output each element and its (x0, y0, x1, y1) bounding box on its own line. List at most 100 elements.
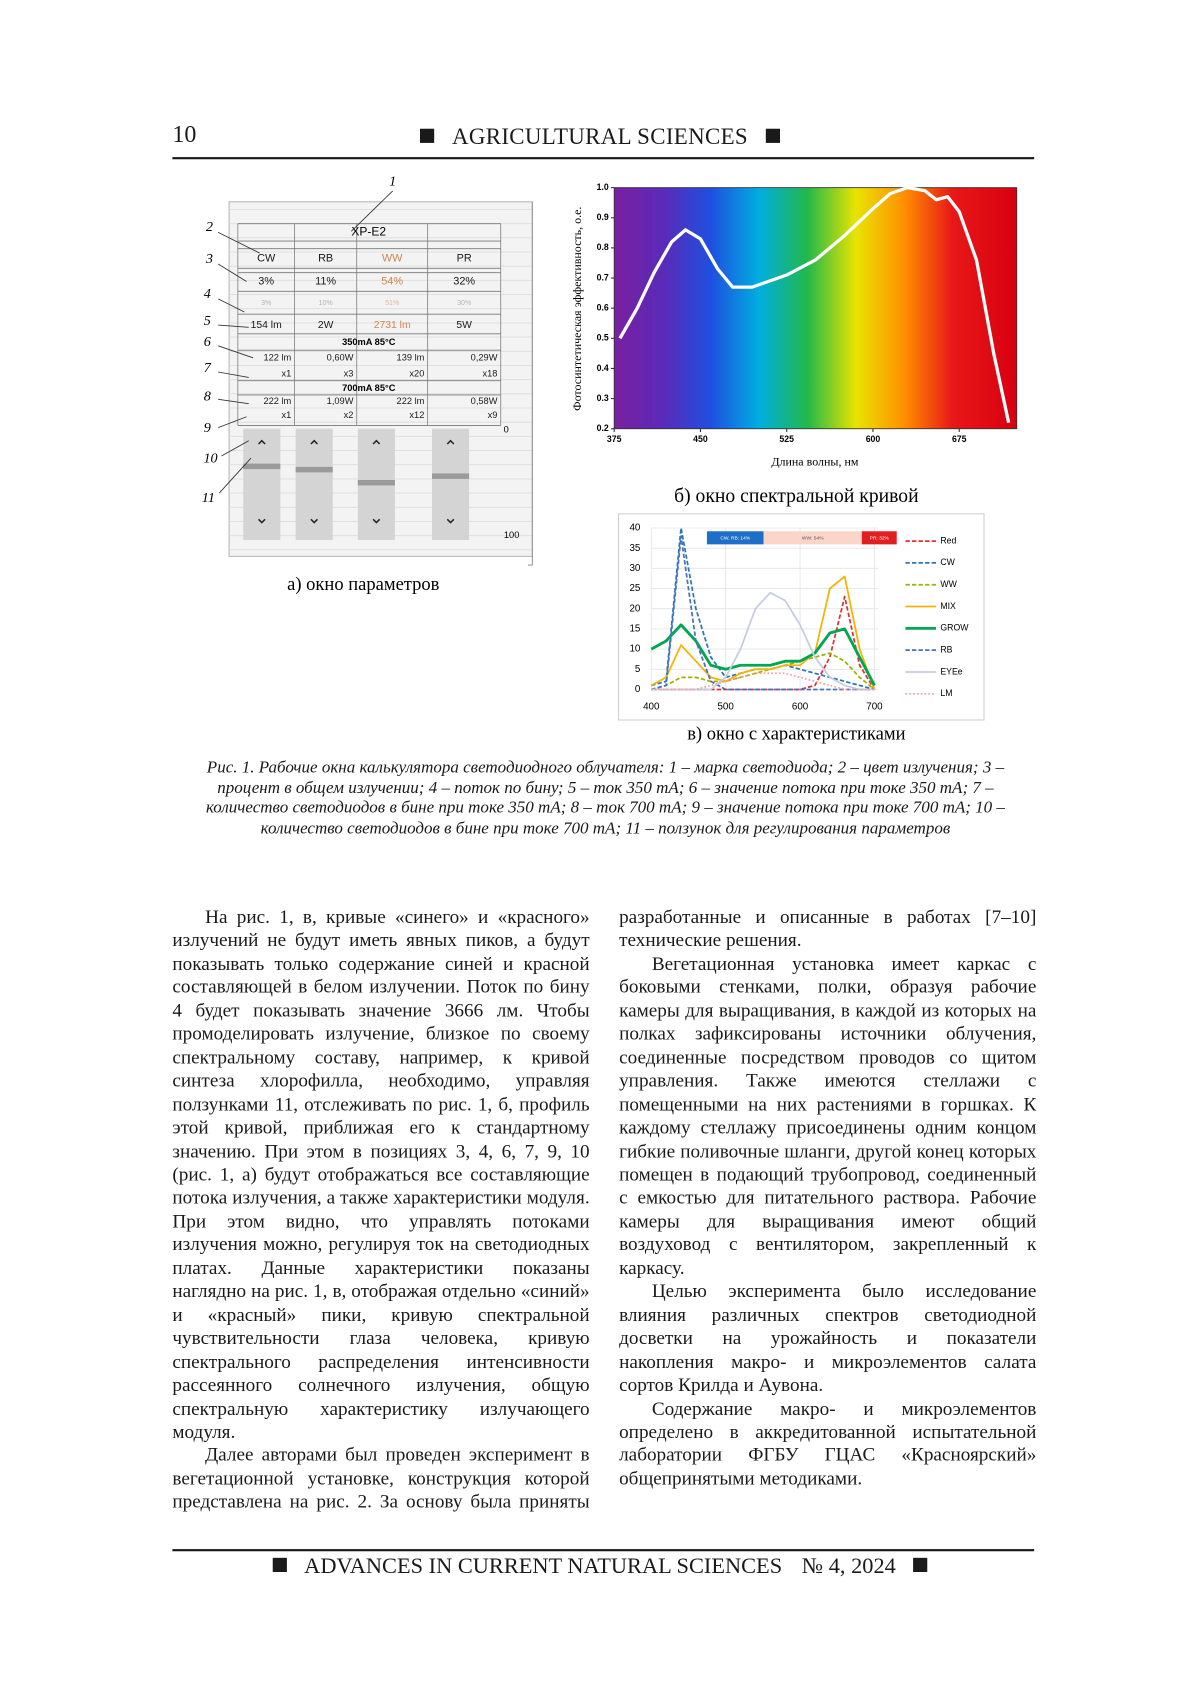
y-tick-label: 25 (629, 583, 640, 594)
x-tick-label: 450 (693, 434, 708, 444)
journal-name: ADVANCES IN CURRENT NATURAL SCIENCES (304, 1555, 782, 1579)
y-tick-label: 0.2 (597, 423, 609, 433)
callout-number: 4 (204, 286, 211, 302)
slider-handle (296, 467, 333, 472)
cell-percent: 3% (258, 275, 274, 287)
cell-flux-700: 0,58W (471, 396, 498, 406)
legend-label: CW (940, 557, 955, 567)
cell-flux-bin: 51% (385, 299, 400, 307)
y-axis-label: Фотосинтетическая эффективность, о.е. (570, 207, 584, 411)
cell-ratings: 5W (456, 320, 472, 331)
y-tick-label: 35 (629, 543, 640, 554)
cell-colors: CW (257, 252, 276, 264)
paragraph: Содержание макро- и микроэлементов опред… (619, 1397, 1036, 1491)
current-mode: 700mA 85°C (342, 383, 396, 393)
y-tick-label: 0.4 (597, 363, 609, 373)
figure: XP-E2CWRBWWPR3%11%54%32%3%10%51%30%154 l… (0, 0, 1200, 764)
y-tick-label: 1.0 (597, 182, 609, 192)
paragraph: Вегетационная установка имеет каркас с б… (619, 952, 1036, 1280)
y-tick-label: 20 (629, 603, 640, 614)
panel-caption: б) окно спектральной кривой (674, 486, 919, 507)
running-footer: ADVANCES IN CURRENT NATURAL SCIENCES № 4,… (0, 1555, 1200, 1580)
y-tick-label: 0.7 (597, 272, 609, 282)
callout-number: 8 (204, 388, 211, 404)
x-tick-label: 525 (779, 434, 794, 444)
callout-number: 5 (204, 313, 211, 329)
square-icon (273, 1558, 287, 1572)
slider-min: 0 (504, 424, 509, 434)
legend-label: LM (940, 688, 952, 698)
callout-number: 6 (204, 334, 212, 350)
panel-caption: а) окно параметров (287, 574, 440, 595)
y-tick-label: 0.5 (597, 333, 609, 343)
x-tick-label: 675 (952, 434, 967, 444)
cell-colors: RB (318, 252, 333, 264)
cell-ratings: 154 lm (251, 320, 282, 331)
cell-flux-bin: 10% (319, 299, 334, 307)
cell-flux-350: 0,60W (327, 352, 354, 362)
callout-number: 3 (205, 251, 213, 267)
slider-handle (243, 464, 280, 469)
paragraph: На рис. 1, в, кривые «синего» и «красног… (172, 905, 589, 1443)
cell-flux-700: 1,09W (327, 396, 354, 406)
legend-label: WW (940, 579, 957, 589)
cell-count-700: x1 (281, 410, 291, 420)
callout-number: 9 (204, 420, 211, 436)
figure-caption: Рис. 1. Рабочие окна калькулятора светод… (191, 758, 1020, 839)
x-tick-label: 600 (792, 702, 809, 713)
body-text: На рис. 1, в, кривые «синего» и «красног… (172, 905, 1036, 1549)
cell-count-700: x9 (488, 410, 498, 420)
legend-label: GROW (940, 623, 969, 633)
x-tick-label: 500 (717, 702, 734, 713)
cell-count-350: x3 (344, 369, 354, 379)
y-tick-label: 0.9 (597, 212, 609, 222)
cell-flux-bin: 30% (457, 299, 472, 307)
legend-label: RB (940, 644, 952, 654)
slider-handle (358, 480, 395, 485)
callout-number: 1 (389, 173, 396, 189)
cell-colors: PR (457, 252, 472, 264)
callout-number: 7 (204, 360, 212, 376)
cell-flux-bin: 3% (261, 299, 272, 307)
callout-number: 2 (206, 219, 213, 235)
current-mode: 350mA 85°C (342, 337, 396, 347)
cell-count-350: x1 (281, 369, 291, 379)
x-tick-label: 600 (866, 434, 881, 444)
issue: № 4, 2024 (802, 1555, 896, 1579)
cell-flux-700: 222 lm (263, 396, 291, 406)
y-tick-label: 0.8 (597, 242, 609, 252)
slider-handle (432, 473, 469, 478)
callout-number: 11 (202, 490, 215, 506)
legend-label: EYEe (940, 666, 962, 676)
banner-label: WW: 54% (802, 536, 824, 542)
cell-ratings: 2731 lm (374, 320, 411, 331)
y-tick-label: 0.3 (597, 393, 609, 403)
banner-label: PR: 32% (870, 536, 890, 542)
y-tick-label: 30 (629, 563, 640, 574)
footer-rule (172, 1549, 1034, 1551)
cell-colors: WW (382, 252, 403, 264)
x-tick-label: 700 (866, 702, 883, 713)
cell-count-350: x20 (409, 369, 424, 379)
y-tick-label: 10 (629, 644, 640, 655)
cell-flux-700: 222 lm (397, 396, 425, 406)
y-tick-label: 5 (635, 664, 641, 675)
cell-flux-350: 122 lm (263, 352, 291, 362)
panel-caption: в) окно с характеристиками (687, 724, 905, 745)
x-axis-label: Длина волны, нм (771, 454, 859, 468)
y-tick-label: 15 (629, 624, 640, 635)
y-tick-label: 0 (635, 684, 641, 695)
cell-count-700: x2 (344, 410, 354, 420)
cell-percent: 32% (453, 275, 475, 287)
cell-count-700: x12 (409, 410, 424, 420)
paragraph: Целью эксперимента было исследование вли… (619, 1280, 1036, 1397)
y-tick-label: 0.6 (597, 302, 609, 312)
x-tick-label: 400 (643, 702, 660, 713)
spectrum-background (614, 188, 1017, 429)
cell-flux-350: 0,29W (471, 352, 498, 362)
y-tick-label: 40 (629, 523, 640, 534)
cell-count-350: x18 (483, 369, 498, 379)
x-tick-label: 375 (607, 434, 622, 444)
square-icon (913, 1558, 927, 1572)
